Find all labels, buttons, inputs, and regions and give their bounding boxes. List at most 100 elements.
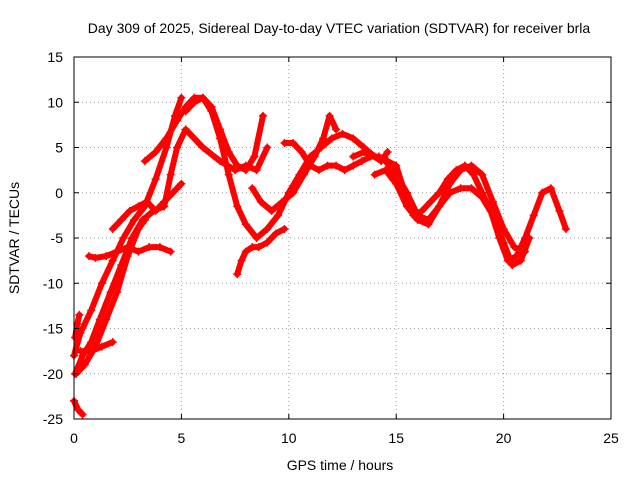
data-point-arc-13 — [314, 166, 323, 175]
data-point-arc-13 — [546, 184, 555, 193]
data-point-arc-7 — [166, 247, 175, 256]
data-point-arc-12 — [278, 197, 287, 206]
x-tick-label: 0 — [70, 430, 78, 446]
data-point-arc-15 — [435, 202, 444, 211]
y-tick-label: -5 — [51, 230, 64, 246]
data-point-arc-7 — [155, 243, 164, 252]
data-point-arc-10 — [224, 148, 233, 157]
data-point-arc-14 — [478, 193, 487, 202]
data-point-arc-3 — [80, 360, 89, 369]
data-point-arc-7 — [123, 243, 132, 252]
data-point-arc-4 — [74, 405, 83, 414]
data-point-arc-12 — [289, 188, 298, 197]
data-point-arc-10 — [190, 98, 199, 107]
series-line-arc-6 — [77, 339, 116, 355]
data-point-arc-13 — [306, 161, 315, 170]
data-point-arc-13 — [392, 161, 401, 170]
data-point-arc-1 — [97, 279, 106, 288]
data-point-arc-11 — [237, 256, 246, 265]
data-point-arc-1 — [108, 256, 117, 265]
data-point-arc-15 — [424, 220, 433, 229]
data-point-arc-5 — [75, 310, 84, 319]
data-point-arc-9 — [338, 129, 347, 138]
series-line-arc-3 — [73, 216, 148, 377]
data-point-arc-3 — [134, 224, 143, 233]
data-point-arc-8 — [151, 206, 160, 215]
data-point-arc-9 — [224, 170, 233, 179]
data-point-arc-6 — [97, 342, 106, 351]
data-point-arc-3 — [123, 252, 132, 261]
data-point-arc-9 — [274, 211, 283, 220]
data-point-arc-15 — [445, 179, 454, 188]
data-point-arc-15 — [402, 202, 411, 211]
data-point-arc-11 — [263, 238, 272, 247]
y-tick-label: 10 — [47, 94, 63, 110]
data-point-arc-13 — [357, 157, 366, 166]
data-series-layer — [70, 93, 570, 419]
data-point-arc-8 — [134, 202, 143, 211]
data-point-arc-13 — [289, 138, 298, 147]
data-point-arc-11 — [254, 243, 263, 252]
data-point-arc-9 — [162, 134, 171, 143]
data-point-arc-7 — [145, 243, 154, 252]
data-point-arc-14 — [516, 256, 525, 265]
data-point-arc-7 — [85, 252, 94, 261]
data-point-arc-15 — [499, 224, 508, 233]
data-point-arc-14 — [456, 184, 465, 193]
data-point-arc-8 — [143, 197, 152, 206]
data-point-arc-14 — [392, 170, 401, 179]
data-point-arc-6 — [87, 347, 96, 356]
data-point-arc-10 — [216, 125, 225, 134]
x-tick-label: 20 — [496, 430, 512, 446]
data-point-arc-12 — [325, 111, 334, 120]
data-point-arc-9 — [383, 148, 392, 157]
data-point-arc-1 — [119, 234, 128, 242]
data-point-arc-1 — [177, 93, 186, 102]
data-point-arc-9 — [263, 224, 272, 233]
data-point-arc-10 — [233, 161, 242, 170]
x-axis-title: GPS time / hours — [287, 457, 394, 473]
axis-ticks: 0 5 10 15 20 25 -25 -20 -15 -10 -5 0 5 10 15 — [43, 49, 619, 446]
y-tick-label: -15 — [43, 321, 63, 337]
data-point-arc-3 — [112, 288, 121, 297]
data-point-arc-15 — [521, 247, 530, 256]
data-point-arc-15 — [381, 166, 390, 175]
data-point-arc-5 — [73, 319, 82, 328]
data-point-arc-13 — [340, 166, 349, 175]
data-point-arc-8 — [168, 188, 177, 197]
data-point-arc-8 — [108, 224, 117, 233]
data-point-arc-9 — [252, 234, 261, 242]
data-point-arc-14 — [349, 152, 358, 161]
data-point-arc-13 — [280, 138, 289, 147]
data-point-arc-6 — [76, 347, 85, 356]
data-point-arc-5 — [71, 333, 80, 342]
data-point-arc-8 — [117, 215, 126, 224]
data-point-arc-13 — [297, 148, 306, 157]
x-tick-label: 15 — [388, 430, 404, 446]
chart-title: Day 309 of 2025, Sidereal Day-to-day VTE… — [88, 20, 591, 36]
y-tick-label: 0 — [55, 185, 63, 201]
data-point-arc-14 — [402, 188, 411, 197]
data-point-arc-10 — [198, 93, 207, 102]
data-point-arc-2 — [173, 143, 182, 152]
x-tick-label: 5 — [178, 430, 186, 446]
data-point-arc-13 — [512, 252, 521, 261]
data-point-arc-11 — [233, 270, 242, 279]
data-point-arc-13 — [332, 161, 341, 170]
data-point-arc-2 — [181, 125, 190, 134]
data-point-arc-13 — [426, 197, 435, 206]
data-point-arc-14 — [508, 261, 517, 270]
data-point-arc-1 — [162, 143, 171, 152]
data-point-arc-2 — [263, 143, 272, 152]
data-point-arc-9 — [140, 157, 149, 166]
data-point-arc-2 — [198, 143, 207, 152]
series-line-arc-13 — [281, 140, 569, 264]
data-point-arc-15 — [488, 197, 497, 206]
data-point-arc-11 — [241, 247, 250, 256]
data-point-arc-10 — [207, 102, 216, 111]
data-point-arc-13 — [529, 211, 538, 220]
data-point-arc-14 — [359, 148, 368, 157]
data-point-arc-9 — [173, 116, 182, 125]
data-point-arc-15 — [467, 161, 476, 170]
